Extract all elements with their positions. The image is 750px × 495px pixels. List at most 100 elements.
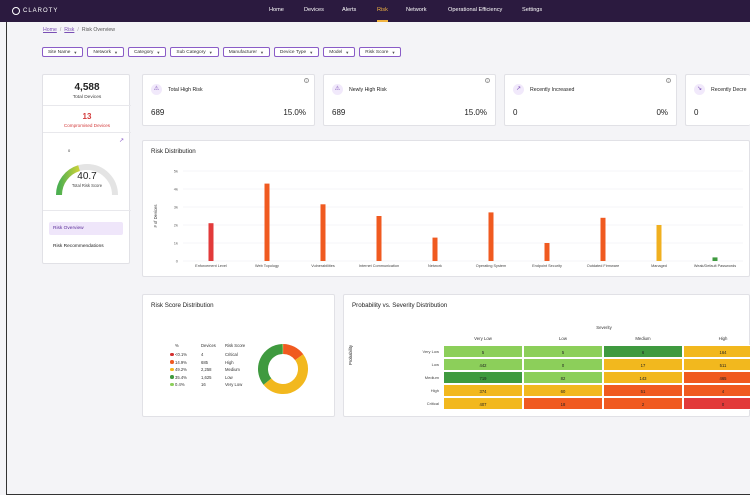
compromised-devices-label[interactable]: Compromised Devices xyxy=(63,123,111,128)
heatmap-cell[interactable]: 5 xyxy=(523,345,603,358)
filter-network[interactable]: Network ▼ xyxy=(87,47,124,57)
risk-distribution-panel: Risk Distribution 0 1k 2k 3k 4k 5k # of Device… xyxy=(142,140,750,277)
donut-slice[interactable] xyxy=(282,344,304,361)
breadcrumb-risk[interactable]: Risk xyxy=(64,27,75,33)
info-icon[interactable]: i xyxy=(666,78,671,83)
legend-risk-score: Critical xyxy=(225,352,238,357)
chart-icon[interactable]: ↗ xyxy=(119,138,125,144)
legend-percent: 35.4% xyxy=(175,374,187,380)
heatmap-cell[interactable]: 82 xyxy=(523,371,603,384)
heatmap-cell[interactable]: 511 xyxy=(683,358,750,371)
side-nav-risk-overview[interactable]: Risk Overview xyxy=(49,222,123,235)
heatmap-cell[interactable]: 374 xyxy=(443,384,523,397)
bar[interactable] xyxy=(208,223,214,261)
heatmap-cell[interactable]: 5 xyxy=(443,345,523,358)
col-header-devices: Devices xyxy=(201,343,216,348)
nav-alerts[interactable]: Alerts xyxy=(342,7,357,13)
probability-axis-label: Probability xyxy=(348,344,353,365)
legend-dot xyxy=(170,375,174,379)
probability-severity-panel: Probability vs. Severity Distribution Se… xyxy=(343,294,750,417)
kpi-card-recently-increased[interactable]: ↗ Recently Increased i 0 0% xyxy=(504,74,677,126)
filter-manufacturer[interactable]: Manufacturer ▼ xyxy=(222,47,270,57)
chevron-down-icon: ▼ xyxy=(113,49,118,55)
heatmap-cell[interactable]: 442 xyxy=(443,358,523,371)
bar[interactable] xyxy=(600,217,606,261)
filter-model[interactable]: Model ▼ xyxy=(323,47,356,57)
heatmap-cell[interactable]: 143 xyxy=(603,371,683,384)
filter-sub-category[interactable]: Sub Category ▼ xyxy=(170,47,219,57)
chevron-down-icon: ▼ xyxy=(309,49,314,55)
nav-network[interactable]: Network xyxy=(406,7,427,13)
panel-title: Risk Score Distribution xyxy=(151,302,214,309)
filter-bar: Site Name ▼ Network ▼ Category ▼ Sub Catego… xyxy=(42,47,402,57)
compromised-devices-value[interactable]: 13 xyxy=(82,112,92,121)
heatmap-cell[interactable]: 0 xyxy=(683,397,750,410)
app-logo[interactable]: CLAROTY xyxy=(12,7,58,15)
trend-down-icon: ↘ xyxy=(694,84,705,95)
col-header-risk-score: Risk Score xyxy=(225,343,246,348)
kpi-card-newly-high-risk[interactable]: ⚠ Newly High Risk i 689 15.0% xyxy=(323,74,496,126)
breadcrumb-home[interactable]: Home xyxy=(43,27,57,33)
heatmap-cell[interactable]: 4 xyxy=(683,384,750,397)
legend-percent: 49.2% xyxy=(175,367,187,372)
heatmap-cell[interactable]: 0 xyxy=(523,358,603,371)
bar[interactable] xyxy=(264,183,270,261)
nav-operational-efficiency[interactable]: Operational Efficiency xyxy=(448,7,503,13)
side-nav-risk-recommendations[interactable]: Risk Recommendations xyxy=(53,244,104,249)
bar[interactable] xyxy=(544,243,550,261)
y-tick-label: 3k xyxy=(174,205,178,210)
nav-home[interactable]: Home xyxy=(269,7,284,13)
kpi-card-total-high-risk[interactable]: ⚠ Total High Risk i 689 15.0% xyxy=(142,74,315,126)
bar[interactable] xyxy=(656,225,662,261)
filter-category[interactable]: Category ▼ xyxy=(127,47,167,57)
heatmap-cell[interactable]: 60 xyxy=(523,384,603,397)
bar[interactable] xyxy=(488,212,494,261)
trend-up-icon: ↗ xyxy=(513,84,524,95)
info-icon[interactable]: i xyxy=(304,78,309,83)
filter-device-type[interactable]: Device Type ▼ xyxy=(273,47,320,57)
claroty-logo-icon xyxy=(12,7,20,15)
legend-risk-score: High xyxy=(225,359,234,365)
heatmap-cell[interactable]: 17 xyxy=(603,358,683,371)
summary-panel: 4,588 Total Devices 13 Compromised Devic… xyxy=(42,74,131,264)
bar[interactable] xyxy=(432,237,438,261)
bar[interactable] xyxy=(376,216,382,261)
logo-text: CLAROTY xyxy=(23,8,59,14)
heatmap-cell[interactable]: 465 xyxy=(683,371,750,384)
heatmap-cell[interactable]: 18 xyxy=(523,397,603,410)
filter-risk-score[interactable]: Risk Score ▼ xyxy=(359,47,402,57)
nav-devices[interactable]: Devices xyxy=(304,7,324,13)
nav-settings[interactable]: Settings xyxy=(522,7,543,13)
bar[interactable] xyxy=(320,204,326,261)
x-tick-label: Internet Communication xyxy=(359,264,399,268)
kpi-card-recently-decreased[interactable]: ↘ Recently Decre 0 xyxy=(685,74,750,126)
heatmap-cell[interactable]: 6 xyxy=(603,345,683,358)
probability-row-label: Low xyxy=(431,362,439,367)
breadcrumb: Home / Risk / Risk Overview xyxy=(43,27,115,33)
legend-devices: 2,258 xyxy=(201,367,212,372)
risk-score-value: 40.7 xyxy=(77,171,97,182)
risk-distribution-chart: 0 1k 2k 3k 4k 5k # of Devices Enforcement Level… xyxy=(153,169,743,268)
legend-dot xyxy=(170,352,174,357)
total-devices-label: Total Devices xyxy=(72,95,102,100)
heatmap-cell[interactable]: 164 xyxy=(683,345,750,358)
filter-site-name[interactable]: Site Name ▼ xyxy=(42,47,84,57)
window-left-border xyxy=(6,22,7,495)
risk-score-label: Total Risk Score xyxy=(72,183,103,188)
panel-title: Risk Distribution xyxy=(151,148,196,155)
total-devices-value: 4,588 xyxy=(74,82,100,93)
legend-dot xyxy=(170,360,174,364)
heatmap-cell[interactable]: 51 xyxy=(603,384,683,397)
breadcrumb-current: Risk Overview xyxy=(81,27,115,33)
x-tick-label: Managed xyxy=(651,264,667,268)
donut-slice[interactable] xyxy=(263,354,308,394)
donut-slice[interactable] xyxy=(258,344,284,385)
legend-risk-score: Medium xyxy=(225,367,240,372)
heatmap-cell[interactable]: 2 xyxy=(603,397,683,410)
info-icon[interactable]: i xyxy=(485,78,490,83)
heatmap-cell[interactable]: 719 xyxy=(443,371,523,384)
kpi-title: Recently Decre xyxy=(711,87,747,93)
heatmap-cell[interactable]: 407 xyxy=(443,397,523,410)
bar[interactable] xyxy=(712,257,718,261)
nav-risk[interactable]: Risk xyxy=(377,7,388,22)
